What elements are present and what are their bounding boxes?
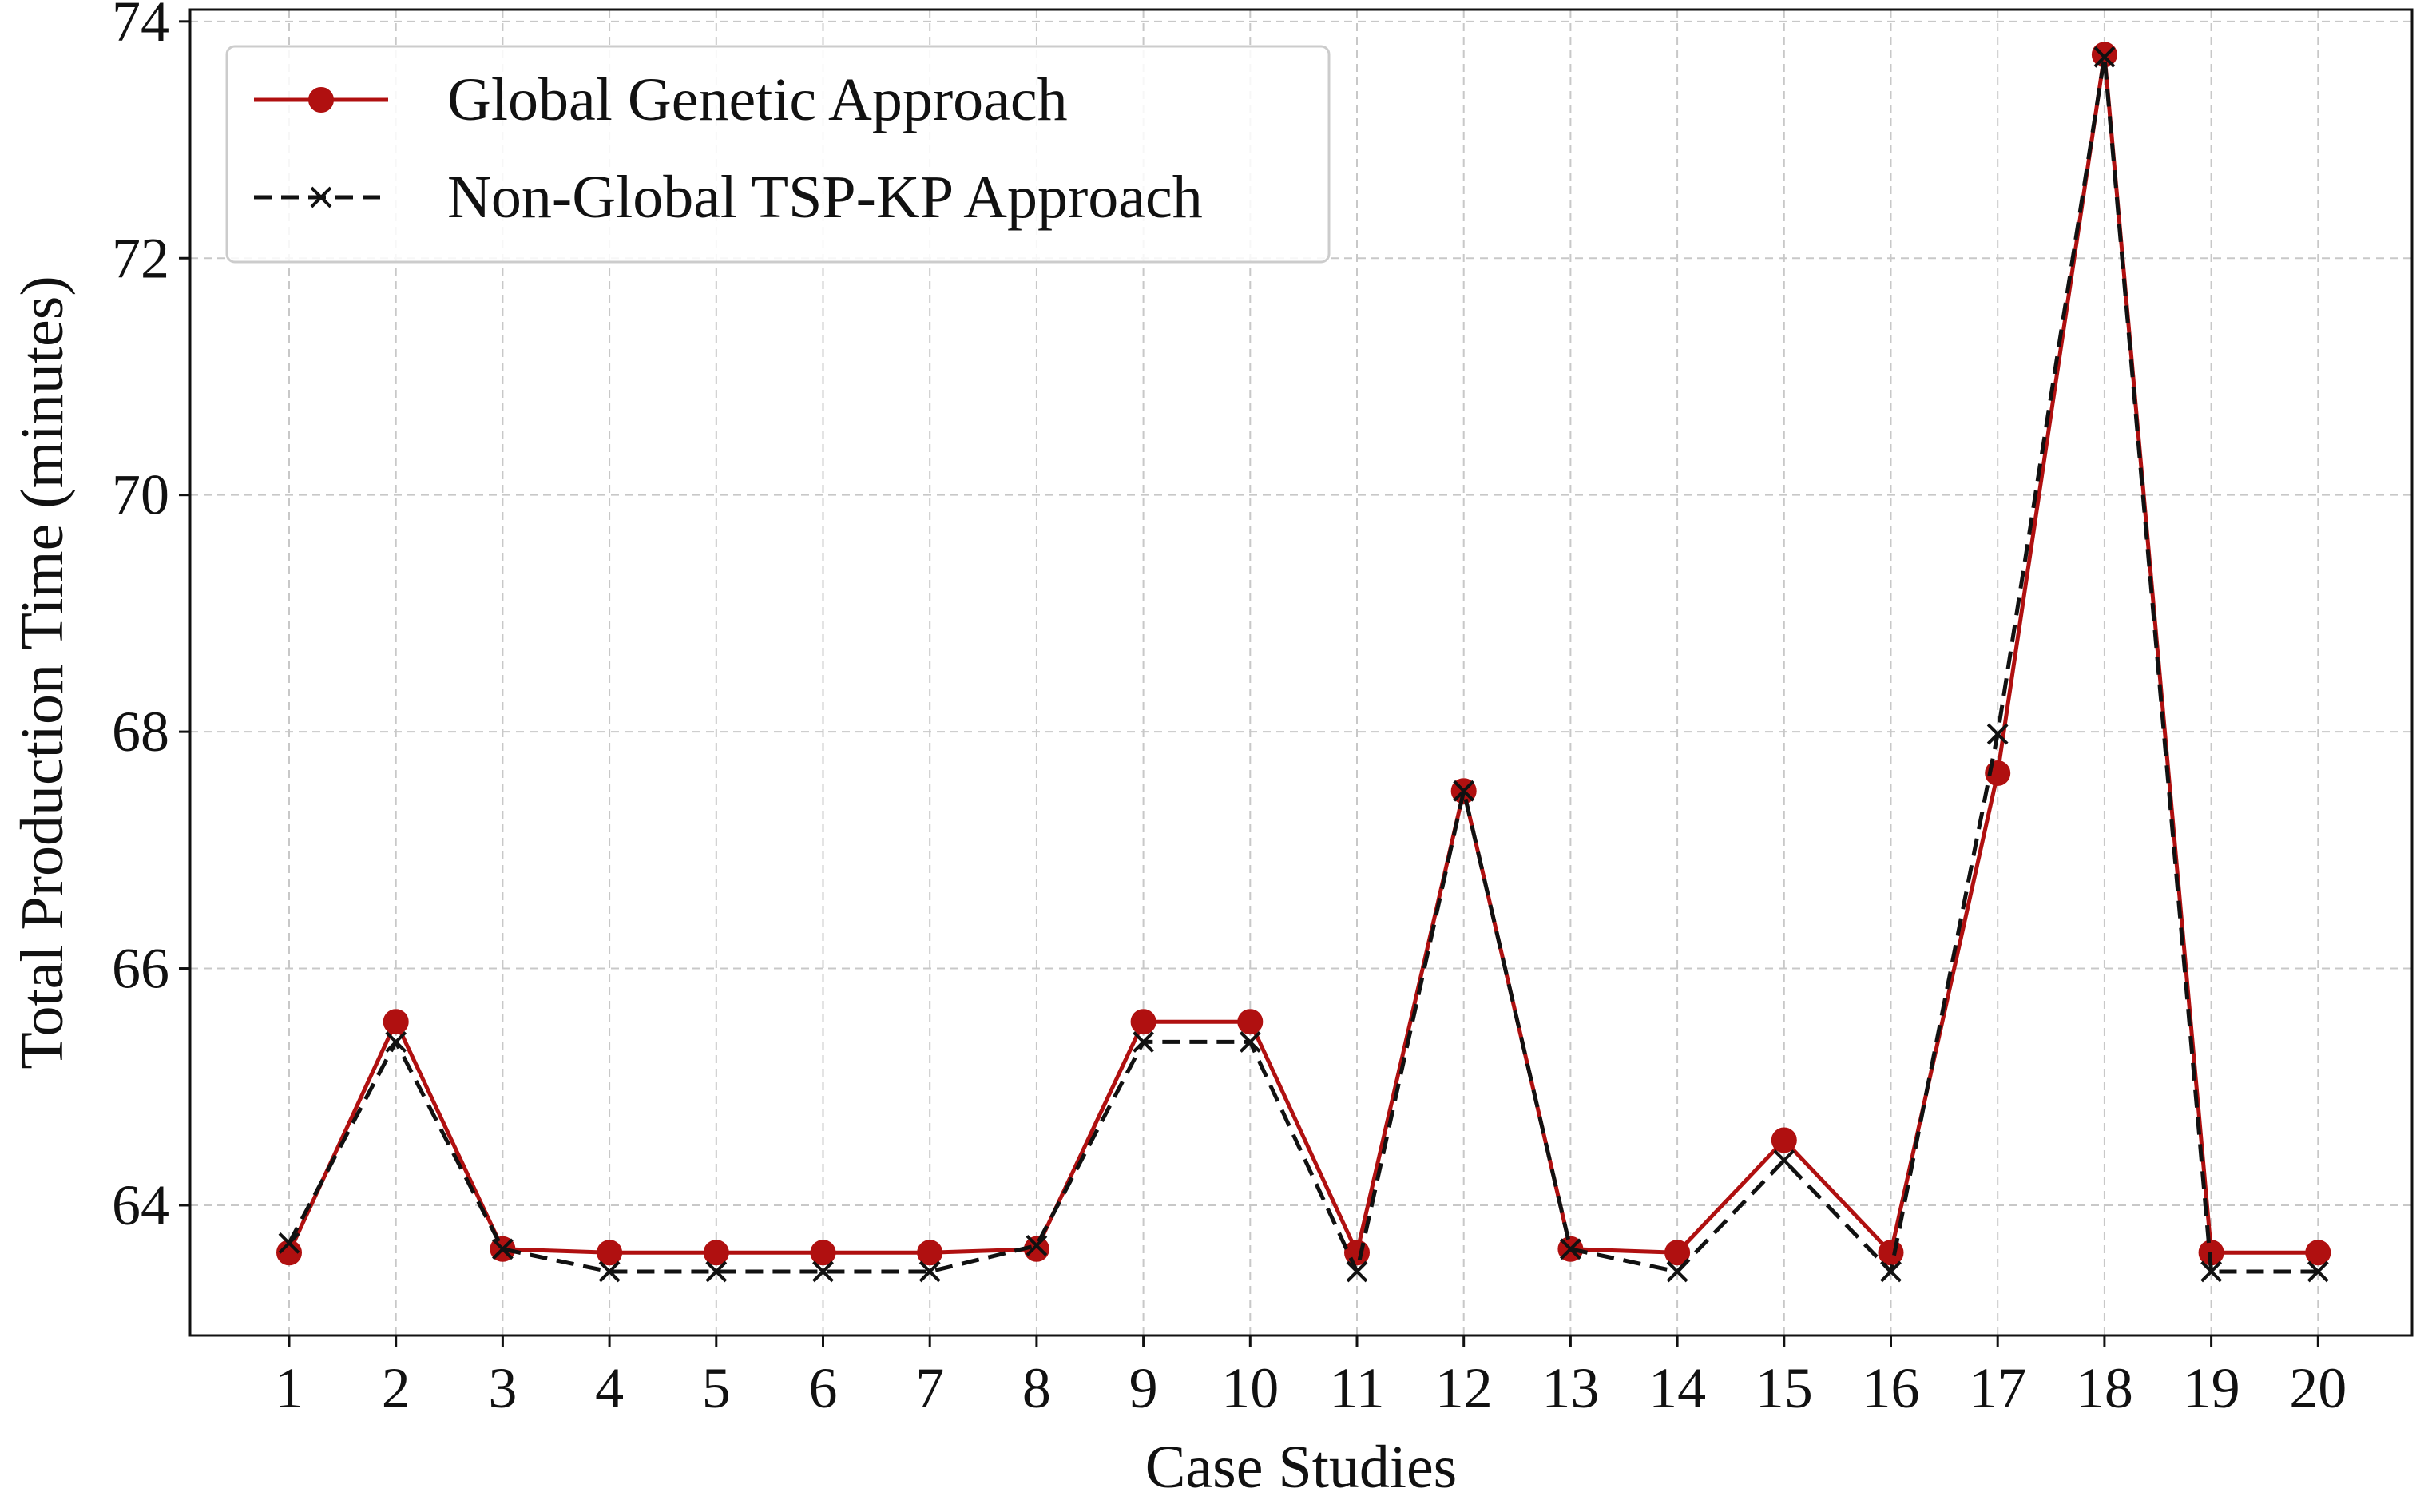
x-tick-label: 7 xyxy=(915,1356,944,1420)
x-tick-label: 6 xyxy=(809,1356,838,1420)
legend-marker xyxy=(308,87,334,113)
data-point-x xyxy=(1773,1149,1795,1172)
legend-item: Non-Global TSP-KP Approach xyxy=(254,164,1203,231)
x-tick-label: 20 xyxy=(2289,1356,2347,1420)
x-tick-label: 12 xyxy=(1435,1356,1493,1420)
data-point-x xyxy=(1239,1031,1261,1053)
x-tick-label: 10 xyxy=(1221,1356,1279,1420)
data-point-x xyxy=(1133,1031,1155,1053)
x-tick-label: 1 xyxy=(275,1356,303,1420)
legend-marker xyxy=(310,186,332,208)
x-tick-label: 9 xyxy=(1129,1356,1158,1420)
y-tick-label: 66 xyxy=(112,937,169,1001)
data-point-x xyxy=(1453,780,1475,802)
data-point-x xyxy=(1880,1260,1902,1283)
legend-box xyxy=(225,45,1331,264)
x-axis-title: Case Studies xyxy=(1145,1434,1458,1501)
y-axis-title: Total Production Time (minutes) xyxy=(9,276,76,1069)
x-tick-label: 2 xyxy=(382,1356,411,1420)
x-tick-label: 4 xyxy=(595,1356,624,1420)
data-point-x xyxy=(812,1260,834,1283)
data-point-x xyxy=(2200,1260,2223,1283)
axis-ticks: 1 2 3 4 5 6 7 8 9 10 11 12 13 14 15 16 17 18 19 20646668707… xyxy=(112,0,2347,1420)
x-tick-label: 14 xyxy=(1648,1356,1706,1420)
series-line xyxy=(287,52,2319,1255)
x-tick-label: 13 xyxy=(1541,1356,1599,1420)
data-point-x xyxy=(2093,46,2116,68)
series-layer xyxy=(276,42,2331,1283)
y-tick-label: 70 xyxy=(112,463,169,527)
x-tick-label: 16 xyxy=(1863,1356,1920,1420)
data-point-x xyxy=(1346,1260,1368,1283)
data-point-x xyxy=(1986,723,2009,745)
legend-label: Non-Global TSP-KP Approach xyxy=(447,164,1203,231)
data-point-circle xyxy=(1664,1240,1691,1266)
x-tick-label: 15 xyxy=(1756,1356,1813,1420)
data-point-x xyxy=(385,1031,407,1053)
data-point-x xyxy=(1666,1260,1688,1283)
series-line xyxy=(287,54,2319,1274)
series-1 xyxy=(276,42,2331,1266)
data-point-circle xyxy=(1130,1009,1156,1035)
data-point-circle xyxy=(597,1240,623,1266)
legend-items: Global Genetic Approach Non-Global TSP-KP… xyxy=(254,66,1203,231)
series-2 xyxy=(278,46,2329,1283)
plot-frame xyxy=(188,8,2414,1337)
data-point-circle xyxy=(2305,1240,2331,1266)
legend-item: Global Genetic Approach xyxy=(254,66,1068,133)
data-point-circle xyxy=(917,1240,943,1266)
data-point-circle xyxy=(1237,1009,1264,1035)
data-point-circle xyxy=(1771,1127,1797,1153)
x-tick-label: 3 xyxy=(488,1356,517,1420)
data-point-circle xyxy=(810,1240,836,1266)
x-tick-label: 11 xyxy=(1329,1356,1384,1420)
legend-label: Global Genetic Approach xyxy=(447,66,1068,133)
x-tick-label: 18 xyxy=(2076,1356,2133,1420)
x-tick-label: 17 xyxy=(1969,1356,2026,1420)
y-tick-label: 72 xyxy=(112,226,169,290)
y-tick-label: 74 xyxy=(112,0,169,54)
data-point-x xyxy=(1026,1234,1048,1256)
data-point-x xyxy=(705,1260,728,1283)
data-point-circle xyxy=(383,1009,409,1035)
x-tick-label: 19 xyxy=(2183,1356,2240,1420)
x-tick-label: 8 xyxy=(1022,1356,1051,1420)
legend: Global Genetic Approach Non-Global TSP-KP… xyxy=(225,45,1331,264)
data-point-x xyxy=(278,1232,300,1254)
data-point-x xyxy=(2307,1260,2329,1283)
x-tick-label: 5 xyxy=(702,1356,731,1420)
data-point-x xyxy=(1559,1238,1581,1260)
data-point-circle xyxy=(703,1240,729,1266)
data-point-x xyxy=(491,1238,514,1260)
data-point-x xyxy=(918,1260,941,1283)
y-tick-label: 64 xyxy=(112,1173,169,1237)
data-point-x xyxy=(598,1260,621,1283)
y-tick-label: 68 xyxy=(112,700,169,764)
